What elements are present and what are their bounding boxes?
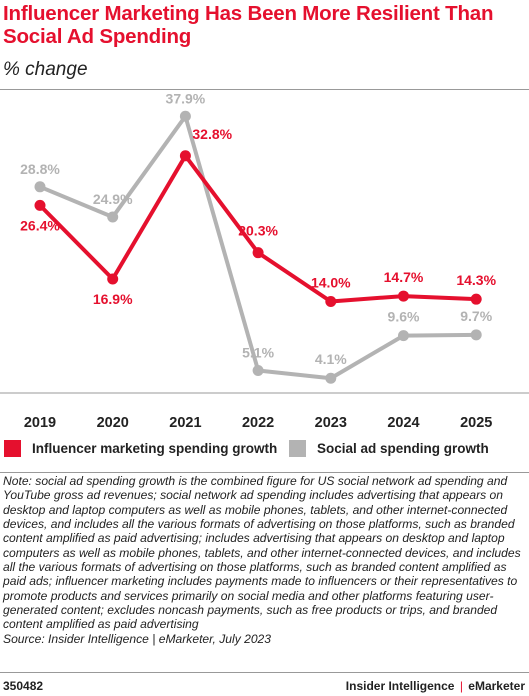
brand-emarketer: eMarketer xyxy=(468,679,525,693)
data-label-1-5: 9.6% xyxy=(388,309,420,325)
x-tick-label-2020: 2020 xyxy=(97,415,129,431)
legend-item-influencer: Influencer marketing spending growth xyxy=(4,440,277,457)
top-divider xyxy=(0,89,529,90)
data-label-1-4: 4.1% xyxy=(315,351,347,367)
data-label-0-3: 20.3% xyxy=(238,223,278,239)
data-point-1-1 xyxy=(107,211,119,223)
data-label-1-6: 9.7% xyxy=(460,308,492,324)
legend-label-social: Social ad spending growth xyxy=(317,441,489,456)
data-label-0-4: 14.0% xyxy=(311,275,351,291)
data-label-0-6: 14.3% xyxy=(456,272,496,288)
data-label-1-0: 28.8% xyxy=(20,161,60,177)
x-tick-label-2022: 2022 xyxy=(242,415,274,431)
chart-legend: Influencer marketing spending growth Soc… xyxy=(0,440,529,462)
x-tick-label-2024: 2024 xyxy=(387,415,419,431)
data-point-0-5 xyxy=(398,290,409,302)
source-text: Source: Insider Intelligence | eMarketer… xyxy=(3,631,272,646)
x-tick-label-2019: 2019 xyxy=(24,415,56,431)
data-label-1-1: 24.9% xyxy=(93,191,133,207)
brand-separator: | xyxy=(459,679,463,693)
legend-swatch-influencer xyxy=(4,440,21,457)
brand-insider-intelligence: Insider Intelligence xyxy=(345,679,455,693)
legend-item-social: Social ad spending growth xyxy=(289,440,489,457)
footer-brand: Insider Intelligence | eMarketer xyxy=(346,679,525,693)
data-point-1-2 xyxy=(179,110,191,122)
x-tick-label-2023: 2023 xyxy=(315,415,347,431)
data-point-1-3 xyxy=(252,364,264,376)
middle-divider xyxy=(0,472,529,473)
data-point-0-3 xyxy=(252,247,264,259)
legend-label-influencer: Influencer marketing spending growth xyxy=(32,441,278,456)
bottom-divider xyxy=(0,672,529,673)
data-point-1-0 xyxy=(34,181,46,193)
legend-swatch-social xyxy=(289,440,306,457)
data-label-1-2: 37.9% xyxy=(166,90,206,106)
data-point-0-6 xyxy=(470,293,482,305)
chart-id: 350482 xyxy=(3,679,44,693)
data-point-0-1 xyxy=(107,273,119,285)
x-tick-label-2025: 2025 xyxy=(460,415,492,431)
chart-note: Note: social ad spending growth is the c… xyxy=(3,474,527,646)
x-tick-label-2021: 2021 xyxy=(169,415,201,431)
data-point-1-6 xyxy=(470,329,482,341)
chart-title: Influencer Marketing Has Been More Resil… xyxy=(3,2,494,48)
data-label-0-5: 14.7% xyxy=(384,269,424,285)
data-point-1-5 xyxy=(398,330,409,342)
data-label-0-1: 16.9% xyxy=(93,291,133,307)
data-label-1-3: 5.1% xyxy=(242,344,274,360)
data-point-0-0 xyxy=(34,199,46,211)
data-label-0-2: 32.8% xyxy=(192,126,232,142)
data-point-1-4 xyxy=(325,372,337,384)
data-label-0-0: 26.4% xyxy=(20,217,60,233)
data-point-0-4 xyxy=(325,296,337,307)
line-chart: 28.8% 24.9% 37.9% 5.1% 4.1% 9.6% 9.7% 26.4% 16.9… xyxy=(0,90,529,431)
note-text: Note: social ad spending growth is the c… xyxy=(3,474,521,632)
data-point-0-2 xyxy=(179,150,191,162)
chart-subtitle: % change xyxy=(3,59,88,80)
